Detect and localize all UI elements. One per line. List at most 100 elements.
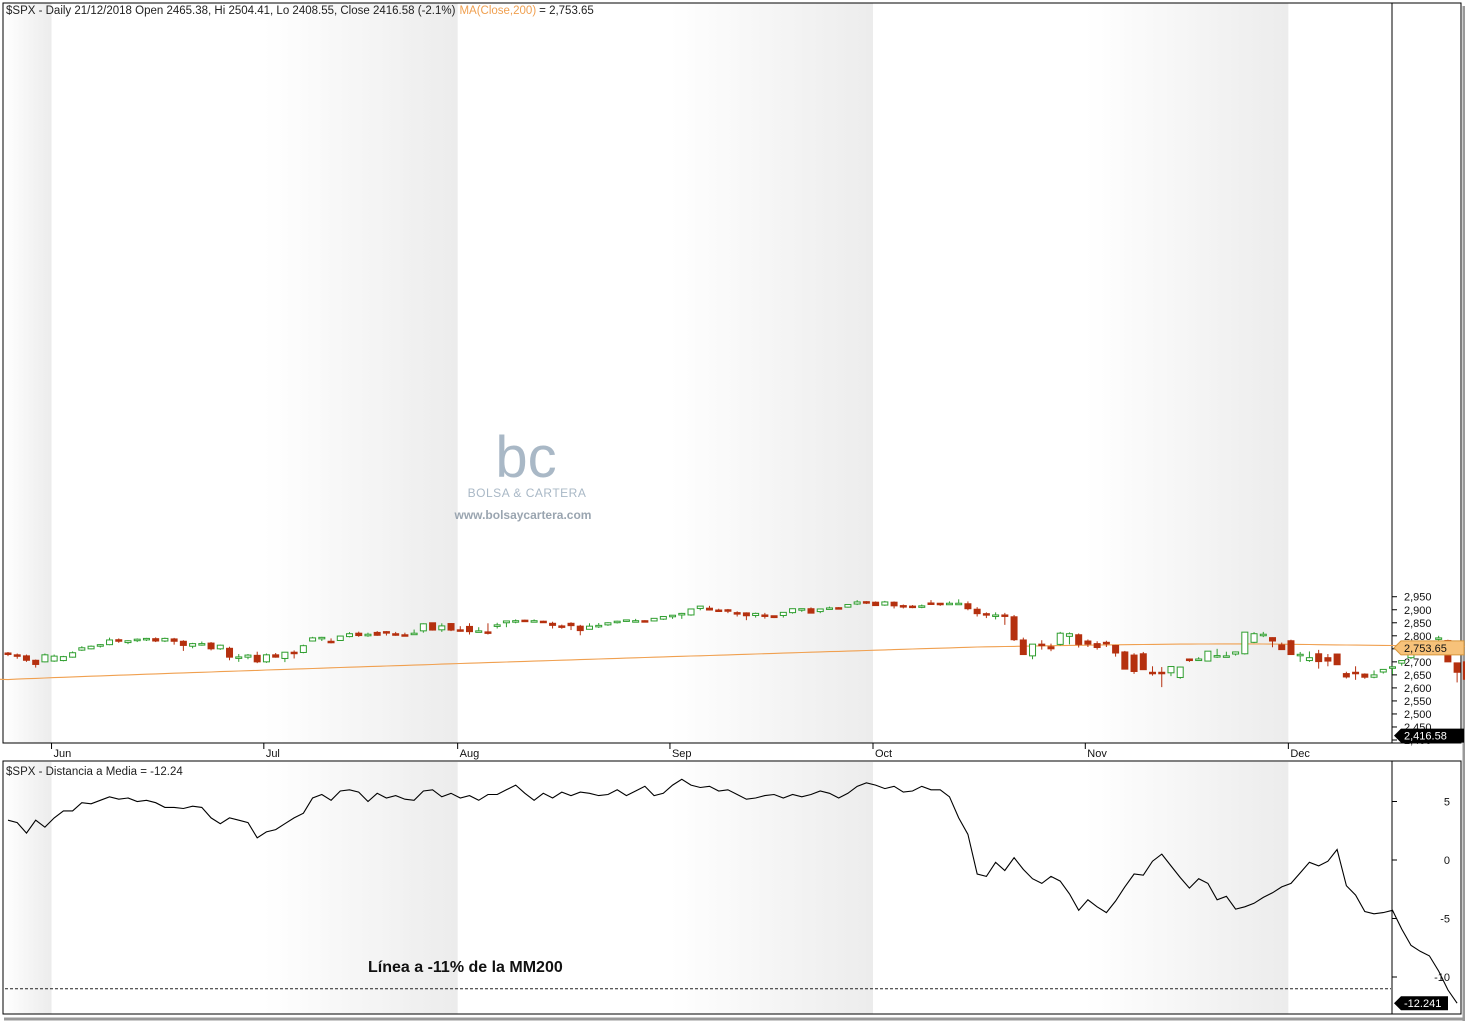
- candle-body: [1130, 654, 1138, 672]
- candle: [1056, 631, 1064, 646]
- candle: [1075, 633, 1083, 648]
- price-panel-frame: [2, 2, 1462, 744]
- candle-body: [585, 625, 593, 630]
- candle: [752, 612, 760, 618]
- candle-body: [1213, 655, 1221, 658]
- month-band: [263, 3, 458, 743]
- candle-body: [705, 607, 713, 611]
- price-tick-label: 2,950: [1404, 592, 1432, 604]
- candle-body: [1204, 650, 1212, 662]
- candle: [1112, 644, 1120, 657]
- candle-body: [1019, 639, 1027, 656]
- candle: [687, 608, 695, 616]
- candle: [13, 653, 21, 659]
- candle: [22, 654, 30, 662]
- candle-body: [613, 620, 621, 624]
- candle: [1047, 643, 1055, 652]
- candle-body: [512, 620, 520, 623]
- candle-body: [447, 623, 455, 631]
- candle-body: [456, 629, 464, 632]
- candle-body: [862, 601, 870, 604]
- candle: [364, 632, 372, 637]
- price-tick-label: 2,500: [1404, 709, 1432, 721]
- candle: [789, 608, 797, 614]
- candle: [1370, 670, 1378, 679]
- candle: [650, 617, 658, 622]
- candle-body: [1056, 632, 1064, 645]
- candle: [179, 640, 187, 651]
- candle: [899, 604, 907, 609]
- candle: [835, 607, 843, 610]
- month-label: Dec: [1290, 748, 1310, 760]
- candle: [1065, 632, 1073, 645]
- candle-body: [59, 656, 67, 662]
- indicator-tick-label: -5: [1440, 914, 1450, 926]
- candle: [1296, 651, 1304, 662]
- candle-body: [1259, 633, 1267, 637]
- last-close-marker: [1394, 728, 1464, 743]
- candle: [401, 632, 409, 637]
- candle: [244, 654, 252, 660]
- price-tick-label: 2,900: [1404, 605, 1432, 617]
- candle: [355, 631, 363, 637]
- candle: [595, 623, 603, 628]
- month-label: Jun: [54, 748, 72, 760]
- candle: [226, 646, 234, 661]
- candle: [438, 623, 446, 632]
- candle-body: [798, 608, 806, 611]
- candle-body: [964, 603, 972, 610]
- candle: [1315, 649, 1323, 669]
- month-band: [669, 762, 874, 1014]
- candle-body: [1093, 643, 1101, 649]
- candle-body: [742, 612, 750, 617]
- candle-body: [13, 654, 21, 657]
- candle-body: [752, 612, 760, 616]
- candle-body: [1379, 668, 1387, 673]
- candle: [1361, 673, 1369, 679]
- candle-body: [1001, 614, 1009, 617]
- candle: [1038, 640, 1046, 650]
- candle: [724, 608, 732, 614]
- candle-body: [835, 607, 843, 610]
- price-tick-label: 2,700: [1404, 657, 1432, 669]
- candle: [466, 623, 473, 635]
- candle: [622, 619, 630, 622]
- candle: [1250, 632, 1258, 644]
- candle-body: [189, 643, 197, 647]
- candle: [1010, 614, 1018, 642]
- candle: [1195, 657, 1203, 662]
- candle-body: [244, 654, 252, 658]
- candle: [696, 605, 704, 611]
- candle: [613, 620, 621, 624]
- candle: [346, 632, 354, 638]
- candle-body: [1010, 616, 1018, 641]
- candle-body: [770, 615, 778, 619]
- candle: [530, 619, 538, 623]
- chart-header: $SPX - Daily 21/12/2018 Open 2465.38, Hi…: [6, 5, 594, 17]
- candle: [1342, 671, 1350, 679]
- candle: [1259, 631, 1267, 638]
- indicator-annotation: Línea a -11% de la MM200: [368, 959, 563, 976]
- candle: [318, 636, 326, 642]
- candle-body: [78, 647, 86, 651]
- month-label: Nov: [1087, 748, 1107, 760]
- candle-body: [1278, 644, 1286, 651]
- candle: [327, 638, 335, 644]
- candle: [1379, 668, 1387, 674]
- candle: [881, 600, 889, 606]
- candle-body: [1084, 640, 1092, 645]
- candle: [124, 640, 132, 645]
- candle-body: [161, 637, 169, 642]
- candle-body: [179, 640, 187, 646]
- candle-body: [1398, 660, 1406, 664]
- month-label: Jul: [266, 748, 280, 760]
- candle: [641, 620, 649, 623]
- candle-body: [807, 608, 815, 614]
- distance-line: [7, 778, 1458, 1004]
- candle-body: [669, 614, 677, 618]
- candle: [290, 650, 298, 659]
- candle: [1084, 639, 1092, 648]
- price-tick-label: 2,800: [1404, 631, 1432, 643]
- candle: [106, 637, 114, 646]
